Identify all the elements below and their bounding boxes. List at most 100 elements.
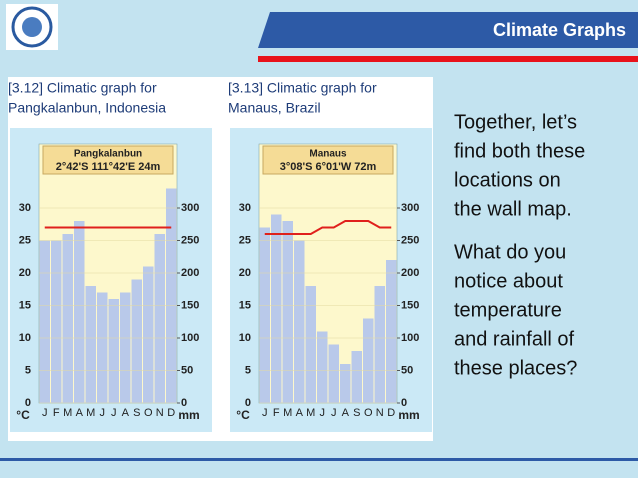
x-tick-label: S xyxy=(133,407,140,419)
rainfall-bar xyxy=(74,221,85,403)
y-tick-label: 20 xyxy=(239,267,251,279)
rainfall-bar xyxy=(62,234,73,403)
body-line: notice about xyxy=(454,270,563,292)
rainfall-bar xyxy=(131,279,142,403)
rainfall-bar xyxy=(282,221,293,403)
rainfall-bar xyxy=(317,331,328,403)
rainfall-bar xyxy=(340,364,351,403)
y-axis-label: °C xyxy=(16,408,30,422)
rainfall-bar xyxy=(374,286,385,403)
rainfall-bar xyxy=(386,260,397,403)
rainfall-bar xyxy=(259,227,270,403)
y2-tick-label: 100 xyxy=(181,332,199,344)
y2-tick-label: 250 xyxy=(401,234,419,246)
x-tick-label: O xyxy=(144,407,153,419)
rainfall-bar xyxy=(85,286,96,403)
caption: [3.12] Climatic graph for xyxy=(8,80,157,96)
rainfall-bar xyxy=(294,240,305,403)
plot-area xyxy=(38,143,178,404)
body-line: and rainfall of xyxy=(454,328,575,350)
x-tick-label: A xyxy=(76,407,84,419)
body-line: What do you xyxy=(454,241,566,263)
y2-tick-label: 150 xyxy=(401,299,419,311)
body-line: these places? xyxy=(454,357,577,379)
rainfall-bar xyxy=(166,188,177,403)
rainfall-bar xyxy=(120,292,131,403)
y2-tick-label: 0 xyxy=(401,397,407,409)
x-tick-label: M xyxy=(63,407,72,419)
x-tick-label: F xyxy=(273,407,280,419)
body-line: locations on xyxy=(454,169,561,191)
chart-title: Manaus xyxy=(309,149,347,160)
x-tick-label: N xyxy=(376,407,384,419)
y-tick-label: 25 xyxy=(19,234,31,246)
caption: Manaus, Brazil xyxy=(228,100,321,116)
x-tick-label: D xyxy=(167,407,175,419)
y-tick-label: 15 xyxy=(239,299,251,311)
y-tick-label: 25 xyxy=(239,234,251,246)
y2-axis-label: mm xyxy=(178,408,199,422)
x-tick-label: J xyxy=(320,407,326,419)
y2-tick-label: 0 xyxy=(181,397,187,409)
y2-tick-label: 200 xyxy=(181,267,199,279)
x-tick-label: J xyxy=(111,407,117,419)
temperature-line xyxy=(264,220,392,235)
chart-subtitle: 2°42'S 111°42'E 24m xyxy=(56,161,161,173)
x-tick-label: D xyxy=(387,407,395,419)
rainfall-bar xyxy=(271,214,282,403)
x-tick-label: J xyxy=(262,407,268,419)
x-tick-label: J xyxy=(331,407,337,419)
x-tick-label: S xyxy=(353,407,360,419)
y2-tick-label: 250 xyxy=(181,234,199,246)
x-tick-label: M xyxy=(86,407,95,419)
y-tick-label: 15 xyxy=(19,299,31,311)
body-line: Together, let’s xyxy=(454,111,577,133)
rainfall-bar xyxy=(143,266,154,403)
heading-bar xyxy=(258,12,638,48)
chart-title: Pangkalanbun xyxy=(74,149,142,160)
y2-tick-label: 300 xyxy=(181,202,199,214)
bottom-rule xyxy=(0,458,638,461)
x-tick-label: J xyxy=(42,407,48,419)
rainfall-bar xyxy=(51,240,62,403)
x-tick-label: O xyxy=(364,407,373,419)
rainfall-bar xyxy=(108,299,119,403)
body-line: find both these xyxy=(454,140,585,162)
y2-axis-label: mm xyxy=(398,408,419,422)
x-tick-label: N xyxy=(156,407,164,419)
body-text: Together, let’s find both these locations … xyxy=(454,111,585,379)
title-box xyxy=(42,145,174,175)
x-tick-label: M xyxy=(283,407,292,419)
rainfall-bar xyxy=(97,292,108,403)
x-tick-label: F xyxy=(53,407,60,419)
rainfall-bar xyxy=(363,318,374,403)
x-tick-label: J xyxy=(100,407,106,419)
y-tick-label: 20 xyxy=(19,267,31,279)
rainfall-bar xyxy=(39,240,50,403)
y-tick-label: 0 xyxy=(245,397,251,409)
caption: [3.13] Climatic graph for xyxy=(228,80,377,96)
y-tick-label: 10 xyxy=(19,332,31,344)
rainfall-bar xyxy=(351,351,362,403)
y2-tick-label: 150 xyxy=(181,299,199,311)
y-tick-label: 30 xyxy=(19,202,31,214)
y-tick-label: 5 xyxy=(245,364,251,376)
body-line: temperature xyxy=(454,299,562,321)
x-tick-label: A xyxy=(342,407,350,419)
y-tick-label: 0 xyxy=(25,397,31,409)
caption: Pangkalanbun, Indonesia xyxy=(8,100,166,116)
logo-core xyxy=(22,17,42,37)
x-tick-label: A xyxy=(296,407,304,419)
y-axis-label: °C xyxy=(236,408,250,422)
red-rule xyxy=(258,56,638,62)
y2-tick-label: 100 xyxy=(401,332,419,344)
y2-tick-label: 300 xyxy=(401,202,419,214)
y2-tick-label: 50 xyxy=(401,364,413,376)
rainfall-bar xyxy=(154,234,165,403)
x-tick-label: M xyxy=(306,407,315,419)
y-tick-label: 30 xyxy=(239,202,251,214)
chart-subtitle: 3°08'S 6°01'W 72m xyxy=(280,161,377,173)
y-tick-label: 10 xyxy=(239,332,251,344)
y2-tick-label: 50 xyxy=(181,364,193,376)
